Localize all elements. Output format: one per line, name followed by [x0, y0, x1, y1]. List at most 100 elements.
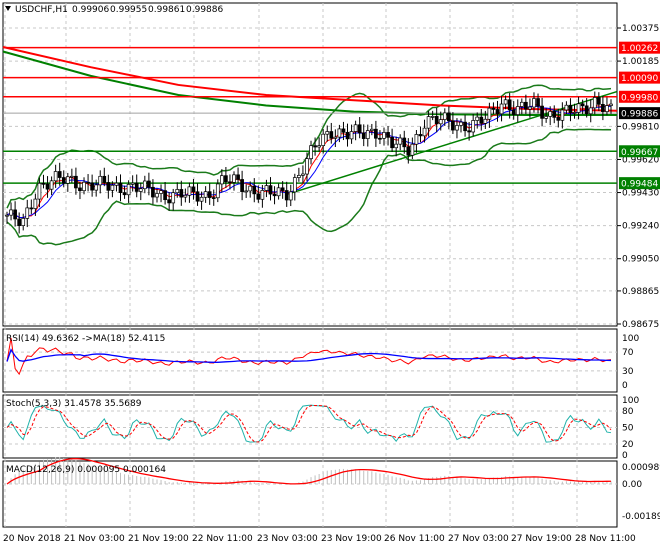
- candle-body: [232, 174, 236, 183]
- candle-body: [224, 175, 228, 183]
- stoch-tick-label: 20: [622, 440, 634, 450]
- candle-body: [601, 104, 605, 112]
- price-tag: [619, 145, 660, 158]
- y-tick-label: 0.98675: [622, 320, 659, 330]
- candle-body: [540, 105, 544, 119]
- fast-ma-blue: [6, 105, 612, 219]
- stoch-main-line: [6, 404, 612, 443]
- x-tick-label: 23 Nov 19:00: [321, 534, 382, 544]
- candle-body: [256, 193, 261, 200]
- candle-body: [17, 218, 22, 226]
- candle-body: [102, 175, 107, 183]
- price-tag-label: 1.00262: [621, 44, 658, 54]
- y-tick-label: 1.00375: [622, 24, 659, 34]
- candle-body: [463, 121, 467, 132]
- candle-body: [13, 209, 17, 220]
- candle-body: [499, 103, 504, 115]
- price-tag-label: 1.00090: [621, 74, 658, 84]
- rsi-tick-label: 70: [622, 348, 634, 358]
- candle-body: [179, 189, 184, 198]
- candle-body: [353, 124, 358, 132]
- candle-body: [580, 103, 585, 107]
- candle-body: [9, 209, 13, 216]
- candle-body: [414, 134, 419, 145]
- candle-body: [495, 109, 500, 115]
- candle-body: [576, 103, 581, 113]
- candle-body: [134, 182, 139, 192]
- candle-body: [471, 120, 476, 133]
- header-low: 0.99861: [148, 5, 185, 15]
- candle-body: [357, 124, 362, 134]
- macd-tick-label: 0.000989: [622, 463, 660, 473]
- header-symbol: USDCHF,H1: [15, 5, 68, 15]
- price-panel[interactable]: [2, 46, 618, 246]
- panel-frame: [2, 394, 618, 459]
- candle-body: [361, 132, 366, 139]
- candle-body: [309, 145, 313, 160]
- candle-body: [418, 134, 423, 137]
- bollinger-lower: [6, 128, 612, 246]
- candle-body: [191, 186, 196, 193]
- candle-body: [410, 143, 415, 156]
- header-open: 0.99906: [72, 5, 109, 15]
- candle-body: [365, 130, 370, 139]
- x-tick-label: 22 Nov 11:00: [192, 534, 253, 544]
- candle-body: [130, 182, 135, 185]
- candle-body: [41, 182, 46, 185]
- stoch-tick-label: 80: [622, 407, 634, 417]
- candle-body: [284, 190, 289, 201]
- candle-body: [53, 171, 58, 182]
- candle-body: [244, 190, 249, 193]
- candle-body: [430, 116, 435, 118]
- bollinger-upper: [6, 84, 612, 209]
- candle-body: [163, 190, 167, 201]
- stoch-signal-line: [6, 404, 612, 443]
- candle-body: [228, 181, 232, 184]
- candle-body: [447, 112, 451, 122]
- candle-body: [297, 175, 301, 178]
- candle-body: [341, 128, 346, 133]
- candle-body: [374, 128, 378, 139]
- candle-body: [155, 193, 159, 198]
- y-tick-label: 0.99810: [622, 122, 659, 132]
- candle-body: [560, 109, 565, 121]
- candle-body: [236, 174, 240, 180]
- candle-body: [301, 173, 305, 176]
- price-tag-label: 0.99484: [621, 180, 658, 190]
- candle-body: [524, 101, 528, 110]
- panel-frame: [2, 460, 618, 528]
- candle-body: [422, 127, 427, 137]
- candle-body: [272, 193, 277, 197]
- candle-body: [556, 117, 561, 121]
- indicator-panels: [6, 337, 612, 485]
- candle-body: [451, 120, 455, 131]
- candle-body: [467, 130, 471, 133]
- candle-body: [21, 218, 26, 226]
- y-tick-label: 0.99620: [622, 155, 659, 165]
- candle-body: [203, 191, 208, 198]
- candle-body: [386, 132, 390, 138]
- y-tick-label: 0.99430: [622, 189, 659, 199]
- symbol-dropdown-icon[interactable]: [5, 6, 11, 11]
- rsi-tick-label: 0: [622, 381, 628, 391]
- candle-body: [552, 111, 557, 118]
- candle-body: [25, 207, 30, 219]
- price-tag: [619, 41, 660, 54]
- candle-body: [536, 98, 540, 107]
- candle-body: [572, 112, 577, 114]
- stoch-tick-label: 50: [622, 424, 634, 434]
- axes: 20 Nov 2018 21 Nov 03:00 21 Nov 19:00 22 No…: [3, 24, 660, 544]
- candle-body: [519, 101, 524, 107]
- candle-body: [378, 137, 382, 140]
- candle-body: [288, 191, 293, 201]
- candle-body: [98, 175, 103, 186]
- price-tag: [619, 107, 660, 120]
- candle-body: [106, 182, 111, 191]
- candle-body: [426, 116, 431, 129]
- candle-body: [503, 99, 508, 105]
- candle-body: [394, 143, 399, 149]
- candle-body: [45, 183, 50, 190]
- rsi-tick-label: 30: [622, 367, 634, 377]
